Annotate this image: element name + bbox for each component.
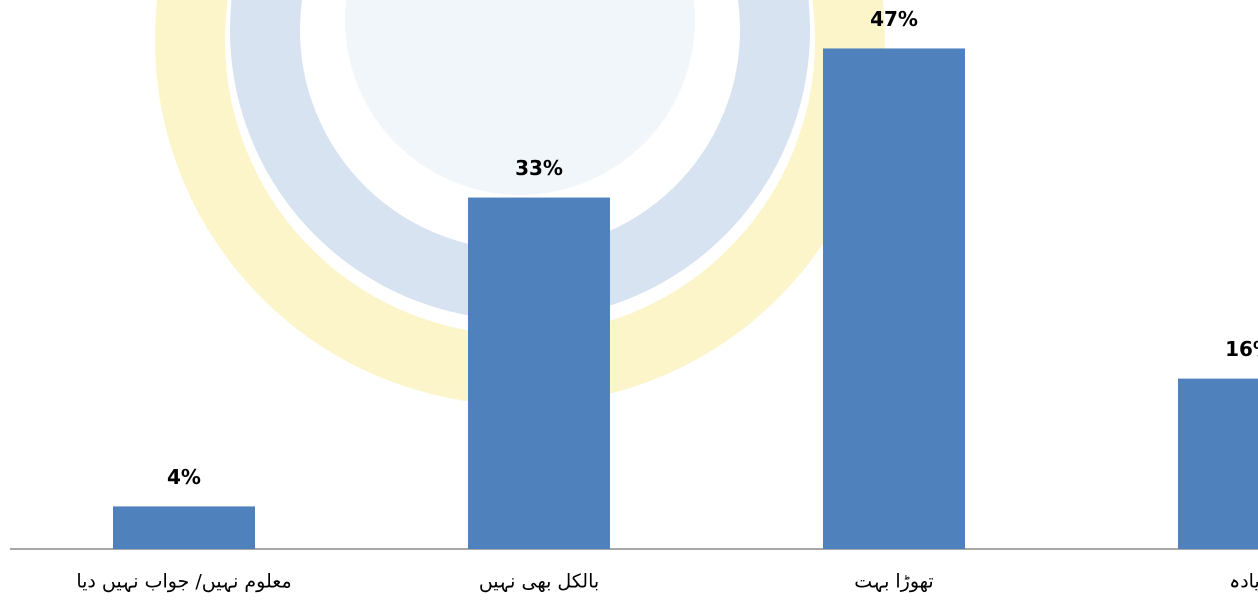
bar (468, 197, 610, 550)
bar (1178, 378, 1258, 549)
data-label: 33% (515, 156, 563, 180)
bar (113, 506, 255, 549)
data-label: 16% (1225, 337, 1258, 361)
data-label: 47% (870, 7, 918, 31)
x-tick-label: معلوم نہیں/ جواب نہیں دیا (76, 571, 291, 593)
x-tick-label: زیادہ (1229, 571, 1258, 593)
watermark-center (345, 0, 695, 195)
bar (823, 48, 965, 549)
x-tick-label: بالکل بھی نہیں (479, 571, 599, 593)
x-tick-label: تھوڑا بہت (854, 571, 933, 593)
data-label: 4% (167, 465, 201, 489)
